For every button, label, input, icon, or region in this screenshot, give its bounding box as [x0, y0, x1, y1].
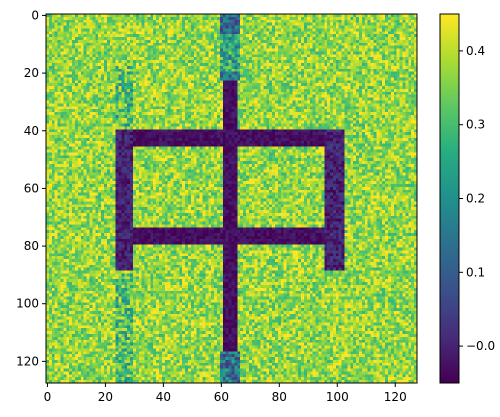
heatmap-image: [45, 13, 418, 384]
x-tick-label: 120: [384, 390, 407, 404]
y-tick-label: 0: [31, 8, 39, 22]
x-tick-label: 40: [156, 390, 171, 404]
y-tick-label: 40: [24, 124, 39, 138]
x-tick-label: 0: [44, 390, 52, 404]
colorbar-gradient: [440, 14, 459, 383]
x-tick-label: 80: [272, 390, 287, 404]
colorbar-ticks: −0.0 0.1 0.2 0.3 0.4: [459, 44, 495, 353]
y-axis: 0 20 40 60 80 100 120: [16, 8, 46, 368]
colorbar-tick-label: 0.1: [466, 265, 485, 279]
x-tick-label: 60: [214, 390, 229, 404]
x-tick-label: 20: [98, 390, 113, 404]
x-axis: 0 20 40 60 80 100 120: [44, 383, 407, 404]
y-tick-label: 80: [24, 239, 39, 253]
colorbar-tick-label: −0.0: [466, 339, 495, 353]
colorbar-tick-label: 0.3: [466, 118, 485, 132]
colorbar-tick-label: 0.2: [466, 192, 485, 206]
y-tick-label: 60: [24, 181, 39, 195]
heatmap-frame: [45, 13, 418, 384]
y-tick-label: 120: [16, 354, 39, 368]
y-tick-label: 100: [16, 297, 39, 311]
colorbar-tick-label: 0.4: [466, 44, 485, 58]
x-tick-label: 100: [326, 390, 349, 404]
heatmap-raster: [46, 14, 417, 383]
colorbar: −0.0 0.1 0.2 0.3 0.4: [439, 13, 495, 384]
y-tick-label: 20: [24, 66, 39, 80]
